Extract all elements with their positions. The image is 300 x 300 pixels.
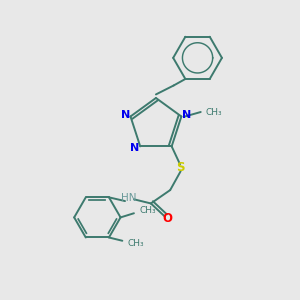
Text: HN: HN [121,193,136,203]
Text: O: O [162,212,172,225]
Text: N: N [182,110,191,120]
Text: N: N [130,143,140,153]
Text: N: N [121,110,130,120]
Text: CH₃: CH₃ [128,238,144,247]
Text: CH₃: CH₃ [205,107,222,116]
Text: CH₃: CH₃ [139,206,156,215]
Text: S: S [176,161,185,174]
